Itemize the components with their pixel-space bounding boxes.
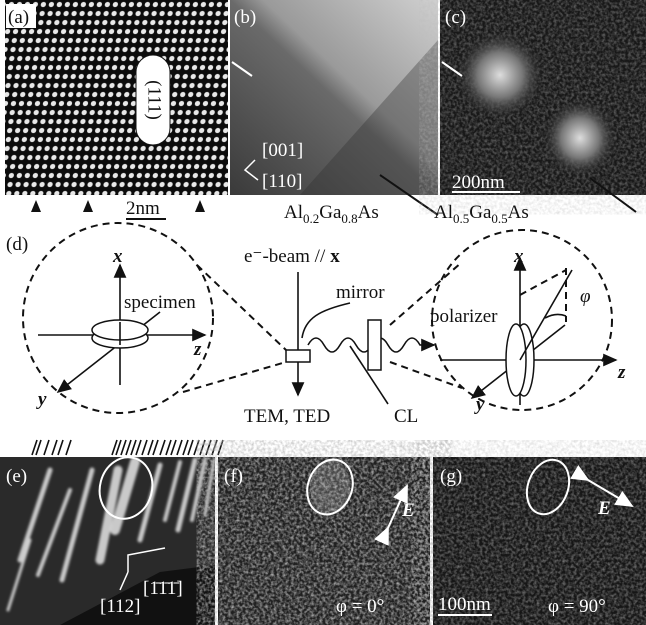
zoom-line — [183, 362, 286, 392]
t: 0.5 — [491, 211, 507, 226]
beam-label: e⁻-beam //x — [244, 246, 340, 267]
panel-label: (g) — [440, 466, 462, 487]
panel-label: (c) — [445, 7, 466, 28]
t: Ga — [319, 202, 342, 223]
bright-region — [455, 30, 545, 120]
panel-label: (d) — [6, 234, 28, 255]
fault-marker — [44, 440, 49, 455]
fault-marker — [52, 440, 57, 455]
panel-a: (111) (a) 2nm — [5, 0, 228, 219]
fault-marker — [200, 440, 205, 455]
fault-marker — [121, 440, 126, 455]
fault-marker — [194, 440, 199, 455]
panel-c: (c) 200nm Al0.5Ga0.5As — [434, 0, 646, 226]
fault-marker — [218, 440, 223, 455]
axis-label: y — [36, 389, 47, 410]
fault-marker — [131, 440, 136, 455]
t: e⁻-beam // — [244, 246, 326, 267]
zoom-line — [197, 265, 286, 350]
fault-marker — [148, 440, 153, 455]
angle-arc — [545, 314, 566, 318]
scale-label: 2nm — [126, 198, 160, 219]
fault-marker — [183, 440, 188, 455]
figure: (111) (a) 2nm (b) [001] [110] Al0.2Ga0.8… — [0, 0, 646, 625]
field-label: E — [401, 500, 415, 521]
panel-b: (b) [001] [110] Al0.2Ga0.8As — [230, 0, 438, 226]
axis-label: y — [474, 394, 485, 415]
fault-marker — [212, 440, 217, 455]
t: As — [358, 202, 379, 223]
specimen-label: specimen — [124, 292, 196, 313]
direction-label: [001] — [262, 140, 303, 161]
fault-marker — [153, 440, 158, 455]
t: 0.5 — [453, 211, 469, 226]
fault-marker — [136, 440, 141, 455]
angle-label: φ = 90° — [548, 596, 606, 617]
polarizer — [368, 320, 381, 370]
axis-label: x — [513, 246, 524, 267]
panel-d: (d) x y z specimen e⁻-beam //x mirror TE… — [6, 223, 626, 427]
t: Ga — [469, 202, 492, 223]
panel-label: (e) — [6, 466, 27, 487]
panel-label: (a) — [8, 7, 29, 28]
panel-f: (f) E φ = 0° — [218, 453, 430, 625]
panel-g: (g) E 100nm φ = 90° — [433, 454, 646, 625]
lattice-image — [5, 0, 228, 195]
fault-markers — [32, 440, 223, 455]
bright-region — [542, 98, 618, 178]
fault-marker — [58, 440, 63, 455]
t: As — [508, 202, 529, 223]
angle-label: φ = 0° — [336, 596, 384, 617]
material-label: Al0.2Ga0.8As — [284, 202, 379, 226]
cl-label: CL — [394, 406, 418, 427]
polarizer-disk — [506, 324, 526, 396]
material-label: Al0.5Ga0.5As — [434, 202, 529, 226]
plane-label: (111) — [144, 80, 165, 120]
fault-marker — [188, 440, 193, 455]
specimen — [286, 350, 310, 362]
axis-label: z — [193, 339, 202, 360]
detector-label: TEM, TED — [244, 406, 330, 427]
direction-label: [1̄1̄1̄] — [143, 578, 183, 599]
t: x — [330, 246, 340, 267]
fault-marker — [166, 440, 171, 455]
mirror-label: mirror — [336, 282, 385, 303]
fault-marker — [142, 440, 147, 455]
panel-label: (b) — [234, 7, 256, 28]
markers — [31, 200, 205, 212]
fault-marker — [66, 440, 71, 455]
polarizer-label: polarizer — [430, 306, 498, 327]
axis-label: x — [112, 246, 123, 267]
fault-marker — [177, 440, 182, 455]
field-label: E — [597, 498, 611, 519]
direction-label: [110] — [262, 171, 302, 192]
t: Al — [434, 202, 453, 223]
fault-marker — [160, 440, 165, 455]
panel-e: (e) [112] [1̄1̄1̄] — [0, 451, 215, 625]
fault-marker — [126, 440, 131, 455]
panel-label: (f) — [224, 466, 243, 487]
t: Al — [284, 202, 303, 223]
fault-marker — [206, 440, 211, 455]
direction-label: [112] — [100, 596, 140, 617]
axis-label: z — [617, 362, 626, 383]
scale-label: 200nm — [452, 172, 505, 193]
t: 0.8 — [341, 211, 357, 226]
phi-label: φ — [580, 286, 591, 307]
fault-marker — [171, 440, 176, 455]
t: 0.2 — [303, 211, 319, 226]
scale-label: 100nm — [438, 594, 491, 615]
mirror — [302, 303, 350, 338]
